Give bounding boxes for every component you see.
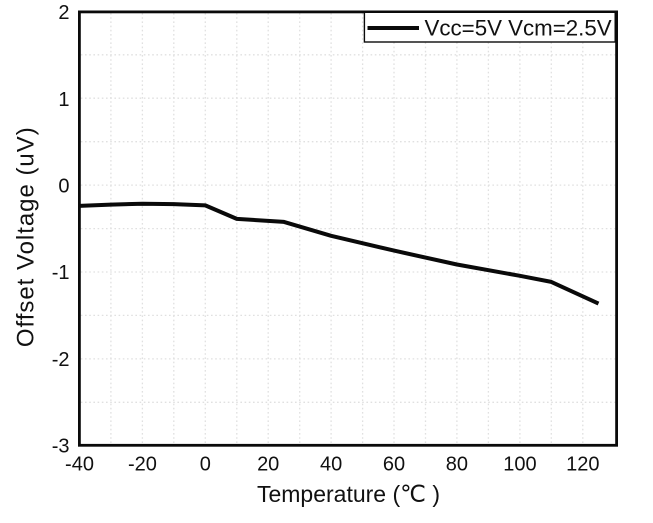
svg-text:100: 100 xyxy=(503,454,536,476)
svg-text:0: 0 xyxy=(200,454,211,476)
svg-text:-40: -40 xyxy=(65,454,94,476)
svg-text:20: 20 xyxy=(257,454,279,476)
svg-text:-1: -1 xyxy=(52,262,70,284)
svg-text:Vcc=5V Vcm=2.5V: Vcc=5V Vcm=2.5V xyxy=(425,16,612,41)
svg-text:1: 1 xyxy=(58,89,69,111)
svg-text:2: 2 xyxy=(58,2,69,24)
svg-text:-2: -2 xyxy=(52,349,70,371)
svg-text:Temperature (℃ ): Temperature (℃ ) xyxy=(257,481,440,507)
svg-text:60: 60 xyxy=(383,454,405,476)
svg-text:40: 40 xyxy=(320,454,342,476)
svg-text:0: 0 xyxy=(58,175,69,197)
svg-text:Offset Voltage (uV): Offset Voltage (uV) xyxy=(13,126,40,347)
svg-text:-20: -20 xyxy=(128,454,157,476)
svg-text:-3: -3 xyxy=(52,436,70,458)
svg-text:120: 120 xyxy=(566,454,599,476)
svg-text:80: 80 xyxy=(446,454,468,476)
